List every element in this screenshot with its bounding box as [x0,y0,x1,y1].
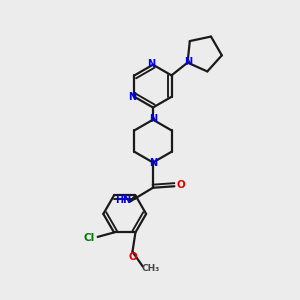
Text: N: N [149,158,157,168]
Text: N: N [128,92,136,102]
Text: O: O [176,180,185,190]
Text: HN: HN [115,195,131,205]
Text: N: N [149,114,157,124]
Text: O: O [128,252,137,262]
Text: Cl: Cl [84,233,95,243]
Text: CH₃: CH₃ [141,265,159,274]
Text: N: N [184,57,192,67]
Text: N: N [147,59,155,69]
